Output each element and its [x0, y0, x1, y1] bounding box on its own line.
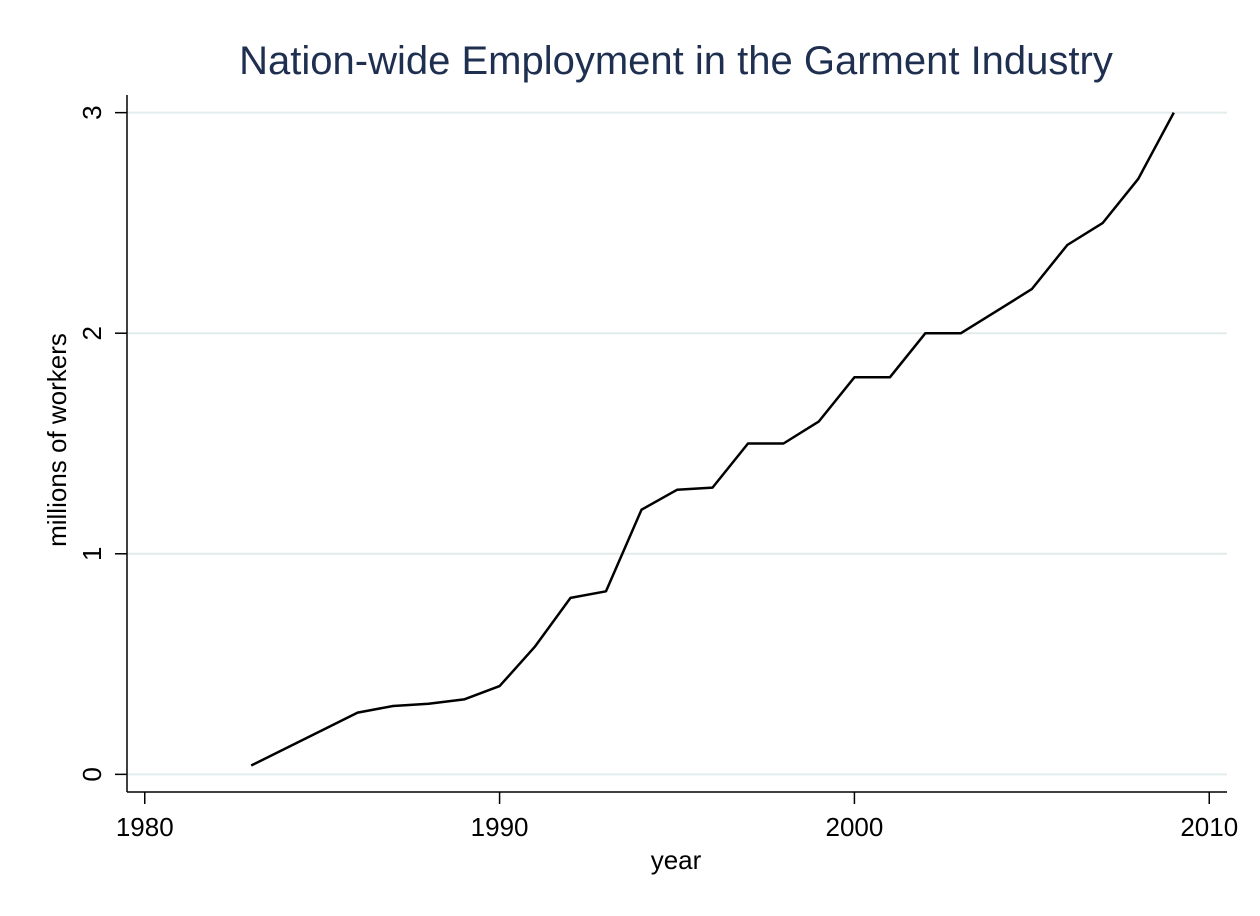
- x-tick-label: 1980: [116, 812, 174, 842]
- axes: [126, 95, 1227, 793]
- y-tick-label: 1: [77, 547, 107, 561]
- x-tick-label: 2000: [825, 812, 883, 842]
- y-tick-label: 3: [77, 105, 107, 119]
- series-line-0: [250, 112, 1175, 767]
- x-tick-label: 1990: [471, 812, 529, 842]
- chart-title: Nation-wide Employment in the Garment In…: [239, 39, 1113, 83]
- y-tick-label: 0: [77, 767, 107, 781]
- y-axis-label: millions of workers: [42, 333, 72, 547]
- x-axis-label: year: [651, 845, 702, 875]
- series: [250, 112, 1175, 767]
- y-tick-label: 2: [77, 326, 107, 340]
- x-tick-label: 2010: [1180, 812, 1238, 842]
- ticks: 0 1 2 3 1980 1990 2000 2010: [77, 105, 1238, 842]
- gridlines: [128, 111, 1227, 776]
